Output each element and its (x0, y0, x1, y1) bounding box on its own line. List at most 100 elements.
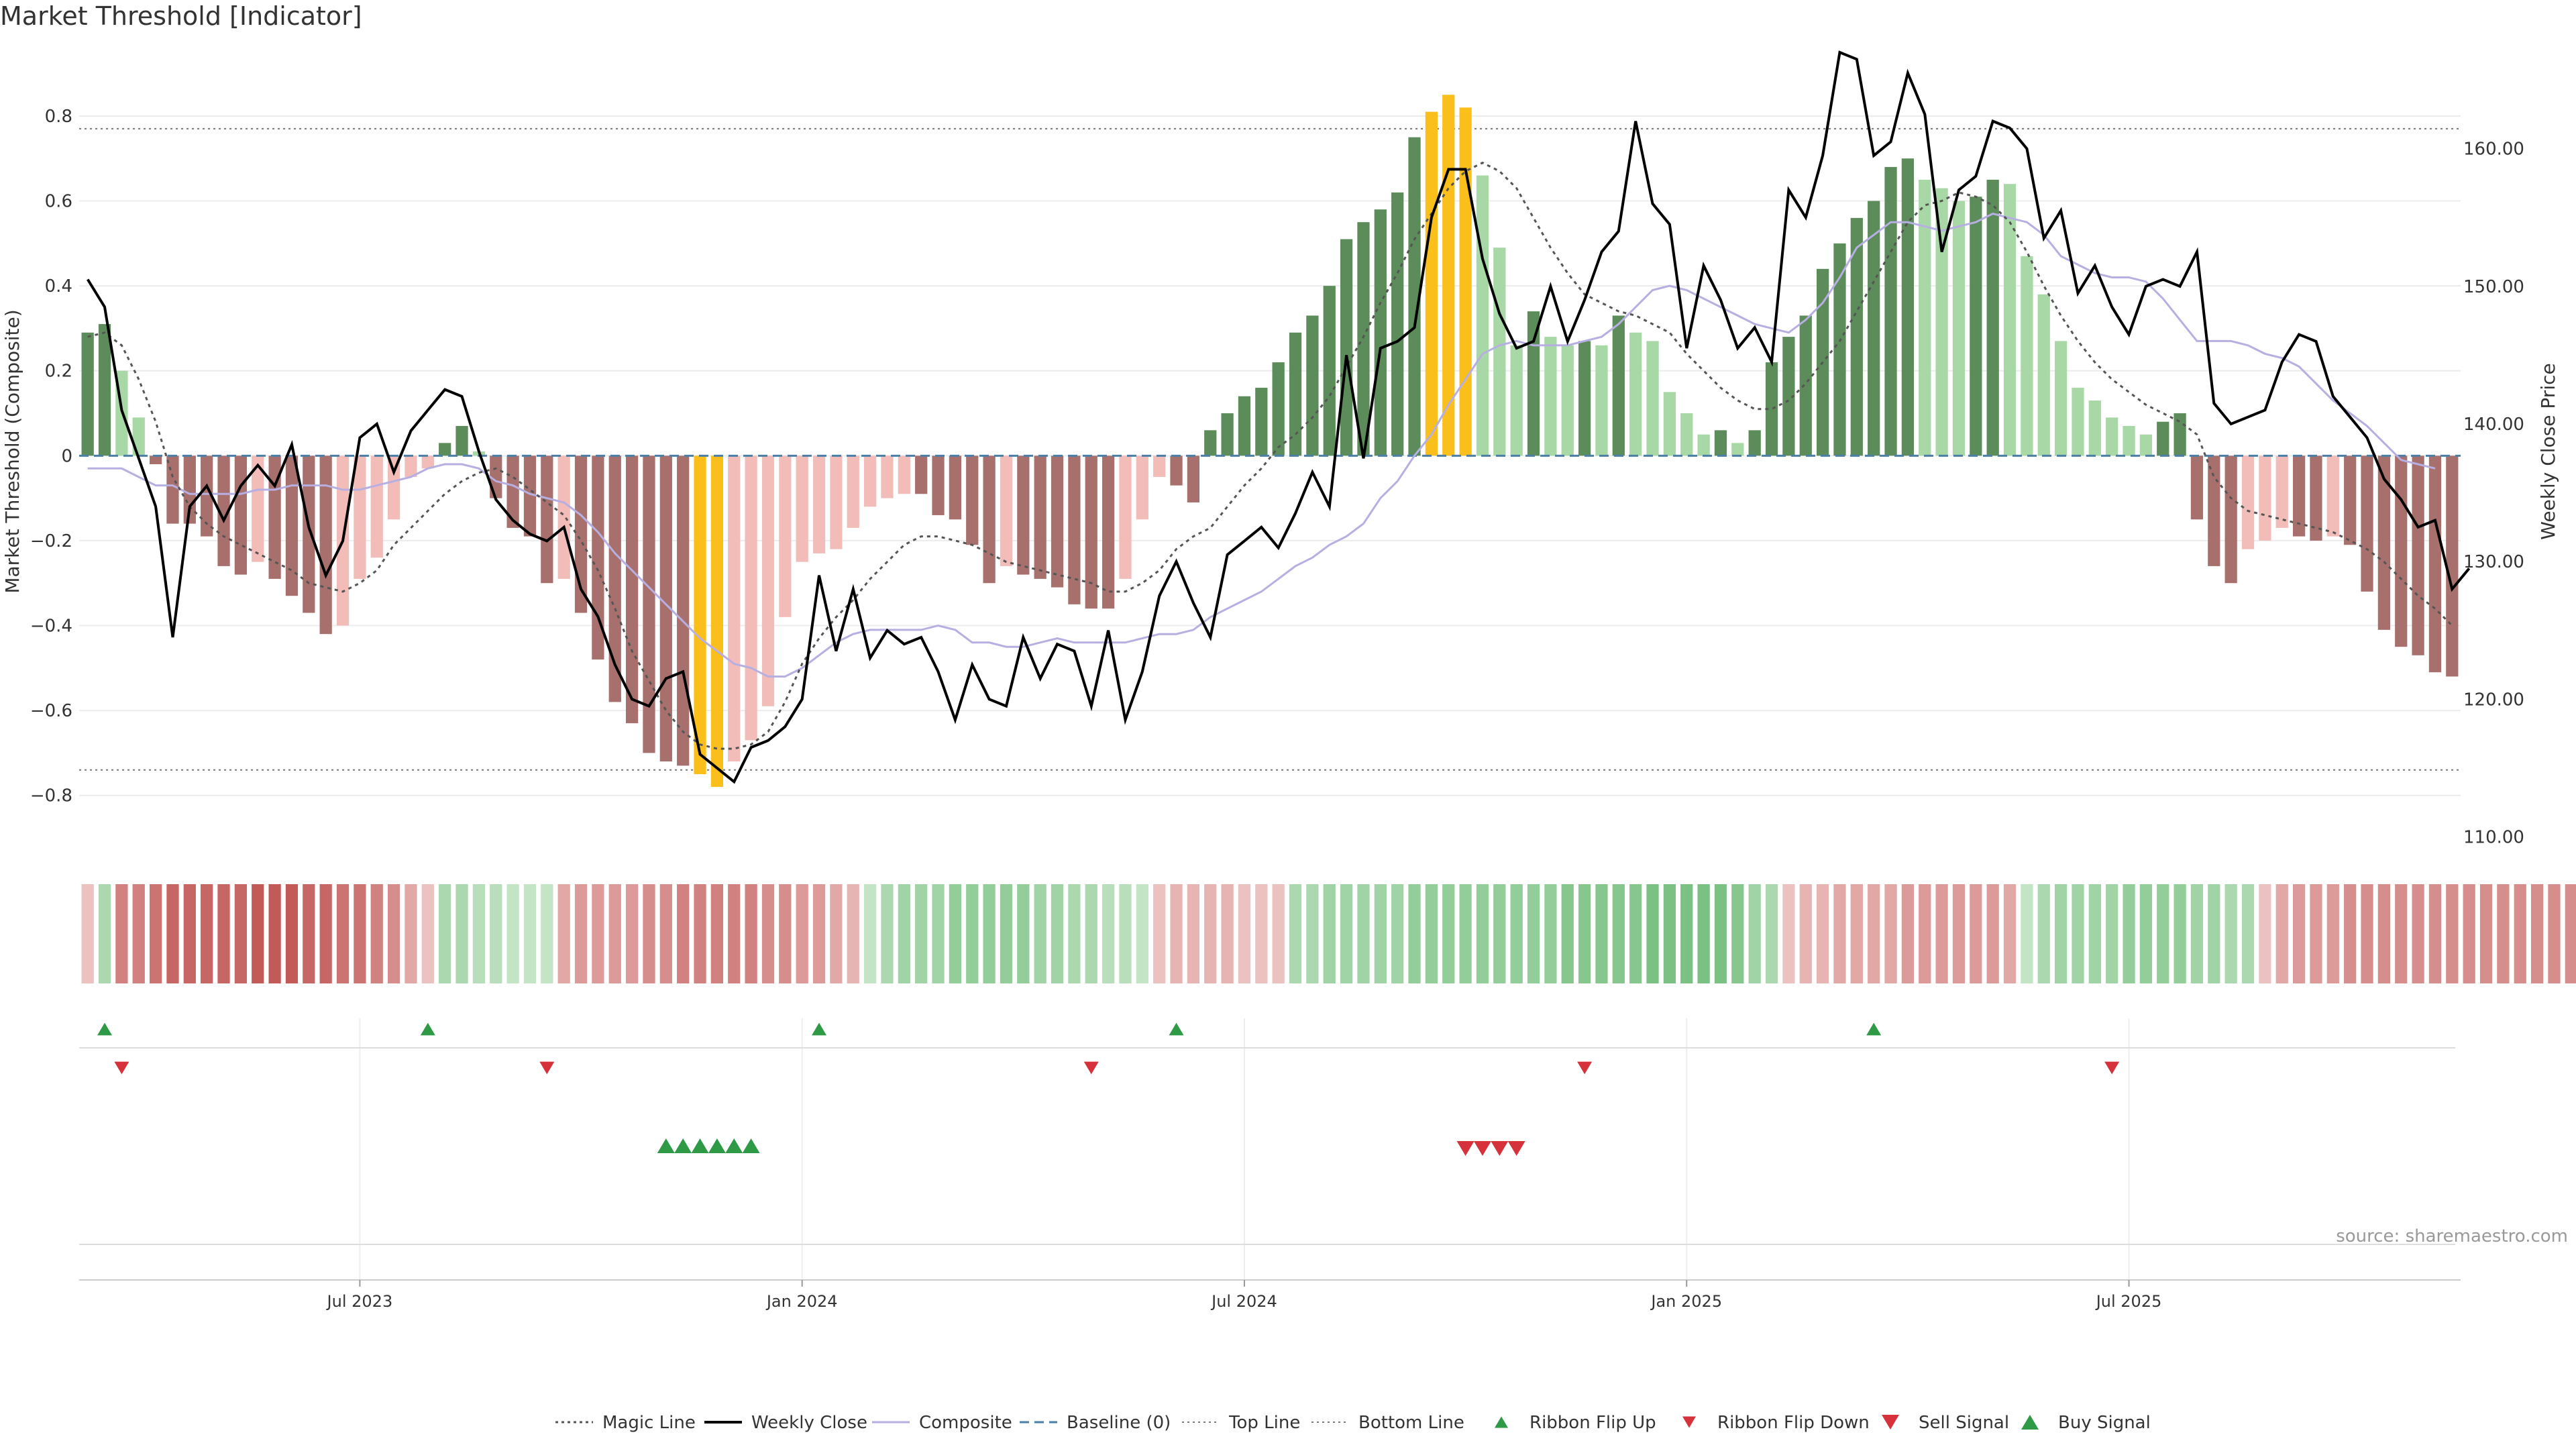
composite-bar (2021, 256, 2033, 456)
ribbon-cell (132, 884, 145, 983)
composite-bar (1493, 248, 1506, 456)
buy-signal-marker (657, 1138, 675, 1154)
composite-bar (608, 455, 621, 702)
ribbon-cell (1017, 884, 1030, 983)
ribbon-cell (81, 884, 94, 983)
right-axis-label: Weekly Close Price (2537, 363, 2559, 539)
ribbon-cell (234, 884, 248, 983)
ribbon-cell (2326, 884, 2339, 983)
composite-bar (1544, 337, 1557, 456)
ribbon-cell (421, 884, 434, 983)
ribbon-cell (2241, 884, 2255, 983)
ribbon-cell (1119, 884, 1132, 983)
left-tick-label: −0.2 (30, 531, 72, 551)
ribbon-cell (490, 884, 502, 983)
composite-bar (1051, 455, 1064, 588)
composite-bar (625, 455, 639, 724)
buy-signal-marker (674, 1138, 692, 1154)
buy-signal-marker (742, 1138, 760, 1154)
composite-bar (643, 455, 655, 753)
legend-label: Sell Signal (1919, 1413, 2009, 1433)
composite-bar (2123, 426, 2135, 456)
signal-markers (657, 1138, 1525, 1157)
ribbon-cell (796, 884, 808, 983)
composite-bar (694, 455, 706, 775)
ribbon-cell (1510, 884, 1523, 983)
legend-label: Composite (919, 1413, 1012, 1433)
legend-label: Ribbon Flip Up (1529, 1413, 1656, 1433)
legend-item: Weekly Close (704, 1413, 867, 1433)
ribbon-cell (1323, 884, 1336, 983)
ribbon-cell (2446, 884, 2459, 983)
ribbon-flip-down-marker (1083, 1061, 1099, 1075)
composite-bar (1850, 217, 1863, 456)
ribbon-cell (1612, 884, 1625, 983)
left-axis: 0.8 0.6 0.4 0.2 0 −0.2 −0.4 −0.6 −0.8 Market Thre… (1, 107, 2461, 806)
composite-bar (1986, 179, 1999, 456)
composite-bar (1323, 286, 1336, 456)
ribbon-cell (439, 884, 451, 983)
ribbon-cell (2157, 884, 2169, 983)
left-tick-label: 0.6 (45, 192, 72, 212)
composite-bar (1357, 222, 1370, 456)
legend-label: Buy Signal (2058, 1413, 2151, 1433)
left-axis-label: Market Threshold (Composite) (1, 309, 23, 593)
composite-bar (1799, 315, 1812, 456)
legend-item: Composite (872, 1413, 1012, 1433)
ribbon-cell (1493, 884, 1506, 983)
composite-bar (2344, 455, 2357, 545)
ribbon-cell (592, 884, 604, 983)
composite-bar (2088, 400, 2101, 456)
composite-bar (541, 455, 553, 584)
composite-bar (966, 455, 979, 545)
ribbon-cell (1970, 884, 1982, 983)
ribbon-cell (1408, 884, 1421, 983)
composite-bar (796, 455, 808, 562)
ribbon-cell (523, 884, 537, 983)
composite-bar (1527, 311, 1540, 456)
composite-bar (932, 455, 945, 515)
composite-bar (1714, 430, 1727, 456)
composite-bar (847, 455, 859, 528)
ribbon-cell (1748, 884, 1761, 983)
ribbon-cell (1952, 884, 1966, 983)
composite-bar (1612, 315, 1625, 456)
composite-bar (268, 455, 281, 579)
left-tick-label: −0.8 (30, 786, 72, 806)
ribbon-cell (1204, 884, 1217, 983)
ribbon-cell (949, 884, 962, 983)
ribbon-cell (881, 884, 894, 983)
ribbon-cell (1068, 884, 1081, 983)
composite-bar (2446, 455, 2459, 677)
legend-item: Buy Signal (2021, 1413, 2151, 1433)
ribbon-cell (2412, 884, 2424, 983)
composite-bar (1085, 455, 1097, 609)
ribbon-cell (1374, 884, 1387, 983)
composite-bar (983, 455, 996, 584)
legend-item: Ribbon Flip Up (1495, 1413, 1656, 1433)
ribbon-flip-down-marker (1577, 1061, 1593, 1075)
ribbon-cell (455, 884, 468, 983)
ribbon-cell (1816, 884, 1829, 983)
composite-bar (1102, 455, 1115, 609)
legend-label: Magic Line (602, 1413, 696, 1433)
ribbon-cell (183, 884, 196, 983)
ribbon-cell (98, 884, 111, 983)
composite-bar (2106, 417, 2118, 456)
ribbon-cell (2054, 884, 2068, 983)
legend-swatch-sell-icon (1882, 1414, 1899, 1430)
ribbon-cell (1868, 884, 1880, 983)
ribbon-cell (2072, 884, 2084, 983)
composite-bar (1935, 188, 1948, 456)
composite-bar (1952, 201, 1966, 456)
composite-bar (252, 455, 264, 562)
composite-bar (2190, 455, 2204, 520)
ribbon-cell (2428, 884, 2442, 983)
ribbon-cell (1663, 884, 1676, 983)
ribbon-cell (1340, 884, 1353, 983)
composite-bar (1068, 455, 1081, 604)
ribbon-flip-up-marker (420, 1022, 435, 1036)
composite-bar (1170, 455, 1183, 486)
legend-item: Ribbon Flip Down (1682, 1413, 1870, 1433)
